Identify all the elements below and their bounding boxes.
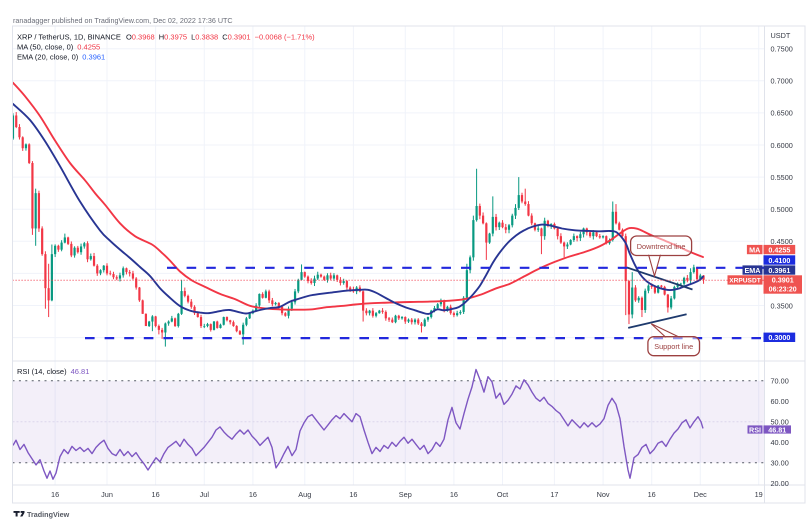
svg-text:Nov: Nov bbox=[597, 490, 610, 499]
svg-text:16: 16 bbox=[648, 490, 656, 499]
svg-text:17: 17 bbox=[550, 490, 558, 499]
svg-text:40.00: 40.00 bbox=[771, 438, 789, 447]
svg-text:0.5500: 0.5500 bbox=[771, 173, 793, 182]
svg-text:0.3000: 0.3000 bbox=[768, 333, 790, 342]
svg-text:0.5000: 0.5000 bbox=[771, 205, 793, 214]
svg-text:0.4255: 0.4255 bbox=[768, 245, 790, 254]
svg-text:70.00: 70.00 bbox=[771, 377, 789, 386]
svg-text:0.7000: 0.7000 bbox=[771, 77, 793, 86]
svg-text:MA: MA bbox=[749, 245, 760, 254]
svg-text:Downtrend line: Downtrend line bbox=[637, 242, 686, 251]
svg-text:20.00: 20.00 bbox=[771, 479, 789, 488]
svg-text:60.00: 60.00 bbox=[771, 397, 789, 406]
svg-text:46.81: 46.81 bbox=[768, 425, 786, 434]
svg-text:50.00: 50.00 bbox=[771, 418, 789, 427]
svg-text:16: 16 bbox=[249, 490, 257, 499]
svg-text:0.6500: 0.6500 bbox=[771, 109, 793, 118]
svg-text:USDT: USDT bbox=[771, 31, 791, 40]
svg-text:30.00: 30.00 bbox=[771, 459, 789, 468]
svg-text:EMA: EMA bbox=[745, 266, 761, 275]
svg-text:0.4100: 0.4100 bbox=[768, 256, 790, 265]
svg-text:EMA (20, close, 0)0.3961: EMA (20, close, 0) 0.3961 bbox=[17, 52, 105, 61]
svg-text:16: 16 bbox=[152, 490, 160, 499]
svg-text:Jun: Jun bbox=[101, 490, 113, 499]
svg-text:0.3901: 0.3901 bbox=[772, 275, 794, 284]
svg-text:Aug: Aug bbox=[298, 490, 311, 499]
svg-text:TradingView: TradingView bbox=[27, 510, 70, 519]
svg-text:ranadagger published on Tradin: ranadagger published on TradingView.com,… bbox=[13, 16, 233, 25]
svg-text:0.3500: 0.3500 bbox=[771, 301, 793, 310]
svg-text:0.4500: 0.4500 bbox=[771, 237, 793, 246]
svg-text:RSI: RSI bbox=[749, 425, 761, 434]
svg-text:16: 16 bbox=[51, 490, 59, 499]
svg-text:RSI (14, close)46.81: RSI (14, close) 46.81 bbox=[17, 367, 89, 376]
svg-text:XRPUSDT: XRPUSDT bbox=[729, 277, 761, 284]
svg-text:19: 19 bbox=[755, 490, 763, 499]
svg-text:Sep: Sep bbox=[399, 490, 412, 499]
svg-text:Dec: Dec bbox=[694, 490, 707, 499]
svg-text:0.7500: 0.7500 bbox=[771, 45, 793, 54]
svg-text:MA (50, close, 0)0.4255: MA (50, close, 0) 0.4255 bbox=[17, 42, 100, 51]
svg-text:06:23:20: 06:23:20 bbox=[769, 286, 797, 293]
svg-text:16: 16 bbox=[450, 490, 458, 499]
svg-text:Support line: Support line bbox=[654, 342, 693, 351]
svg-text:0.6000: 0.6000 bbox=[771, 141, 793, 150]
svg-text:16: 16 bbox=[349, 490, 357, 499]
svg-text:Jul: Jul bbox=[200, 490, 210, 499]
svg-text:0.3961: 0.3961 bbox=[768, 266, 790, 275]
svg-text:Oct: Oct bbox=[497, 490, 508, 499]
